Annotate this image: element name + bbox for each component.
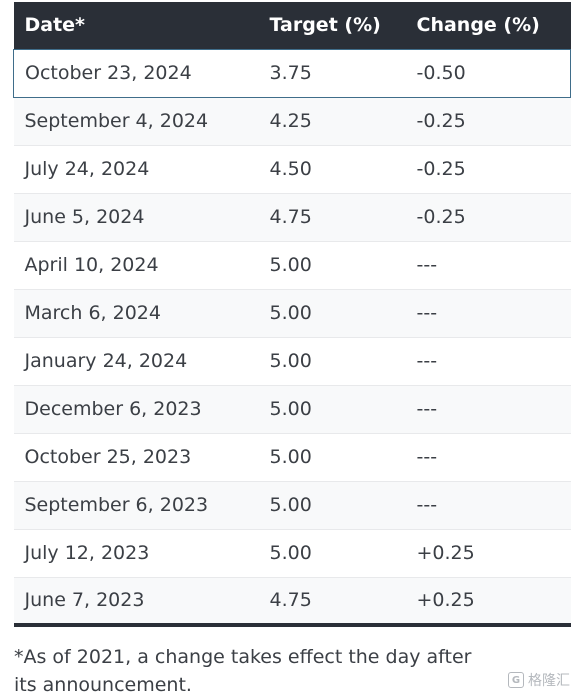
header-row: Date* Target (%) Change (%): [13, 2, 571, 49]
cell-change: ---: [405, 289, 571, 338]
table-row[interactable]: July 12, 2023 5.00 +0.25: [13, 529, 571, 578]
cell-target: 5.00: [258, 385, 406, 434]
watermark: G 格隆汇: [508, 670, 570, 690]
cell-date: July 12, 2023: [13, 529, 259, 578]
cell-change: -0.25: [405, 145, 571, 194]
cell-change: ---: [405, 385, 571, 434]
table-header: Date* Target (%) Change (%): [13, 2, 571, 49]
table-row[interactable]: March 6, 2024 5.00 ---: [13, 289, 571, 338]
table-row[interactable]: October 23, 2024 3.75 -0.50: [13, 48, 571, 98]
header-target[interactable]: Target (%): [269, 14, 381, 37]
cell-date: April 10, 2024: [13, 241, 259, 290]
cell-target: 4.75: [258, 577, 406, 627]
table-row[interactable]: June 5, 2024 4.75 -0.25: [13, 193, 571, 242]
table-row[interactable]: July 24, 2024 4.50 -0.25: [13, 145, 571, 194]
cell-date: June 5, 2024: [13, 193, 259, 242]
g-logo-icon: G: [508, 672, 524, 688]
table-body: October 23, 2024 3.75 -0.50 September 4, 20…: [13, 48, 571, 627]
rates-table: Date* Target (%) Change (%) October 23, …: [13, 2, 571, 627]
header-change[interactable]: Change (%): [416, 14, 540, 37]
cell-target: 3.75: [258, 48, 406, 98]
cell-change: +0.25: [405, 577, 571, 627]
cell-target: 5.00: [258, 529, 406, 578]
cell-target: 5.00: [258, 289, 406, 338]
cell-date: September 6, 2023: [13, 481, 259, 530]
cell-date: December 6, 2023: [13, 385, 259, 434]
table-row[interactable]: June 7, 2023 4.75 +0.25: [13, 577, 571, 627]
cell-date: January 24, 2024: [13, 337, 259, 386]
cell-date: June 7, 2023: [13, 577, 259, 627]
cell-target: 5.00: [258, 241, 406, 290]
cell-date: March 6, 2024: [13, 289, 259, 338]
table-row[interactable]: April 10, 2024 5.00 ---: [13, 241, 571, 290]
watermark-text: 格隆汇: [528, 673, 570, 689]
cell-date: July 24, 2024: [13, 145, 259, 194]
cell-date: September 4, 2024: [13, 97, 259, 146]
cell-date: October 23, 2024: [13, 48, 259, 98]
cell-change: ---: [405, 241, 571, 290]
cell-change: -0.50: [405, 48, 571, 98]
cell-date: October 25, 2023: [13, 433, 259, 482]
table-row[interactable]: September 6, 2023 5.00 ---: [13, 481, 571, 530]
cell-target: 4.50: [258, 145, 406, 194]
cell-change: -0.25: [405, 193, 571, 242]
table-row[interactable]: December 6, 2023 5.00 ---: [13, 385, 571, 434]
cell-target: 4.75: [258, 193, 406, 242]
cell-change: +0.25: [405, 529, 571, 578]
cell-target: 5.00: [258, 433, 406, 482]
cell-target: 5.00: [258, 337, 406, 386]
cell-target: 4.25: [258, 97, 406, 146]
cell-change: -0.25: [405, 97, 571, 146]
header-date[interactable]: Date*: [24, 14, 86, 37]
cell-target: 5.00: [258, 481, 406, 530]
table-row[interactable]: January 24, 2024 5.00 ---: [13, 337, 571, 386]
table-row[interactable]: September 4, 2024 4.25 -0.25: [13, 97, 571, 146]
table-row[interactable]: October 25, 2023 5.00 ---: [13, 433, 571, 482]
footnote: *As of 2021, a change takes effect the d…: [14, 646, 472, 696]
cell-change: ---: [405, 481, 571, 530]
cell-change: ---: [405, 337, 571, 386]
cell-change: ---: [405, 433, 571, 482]
